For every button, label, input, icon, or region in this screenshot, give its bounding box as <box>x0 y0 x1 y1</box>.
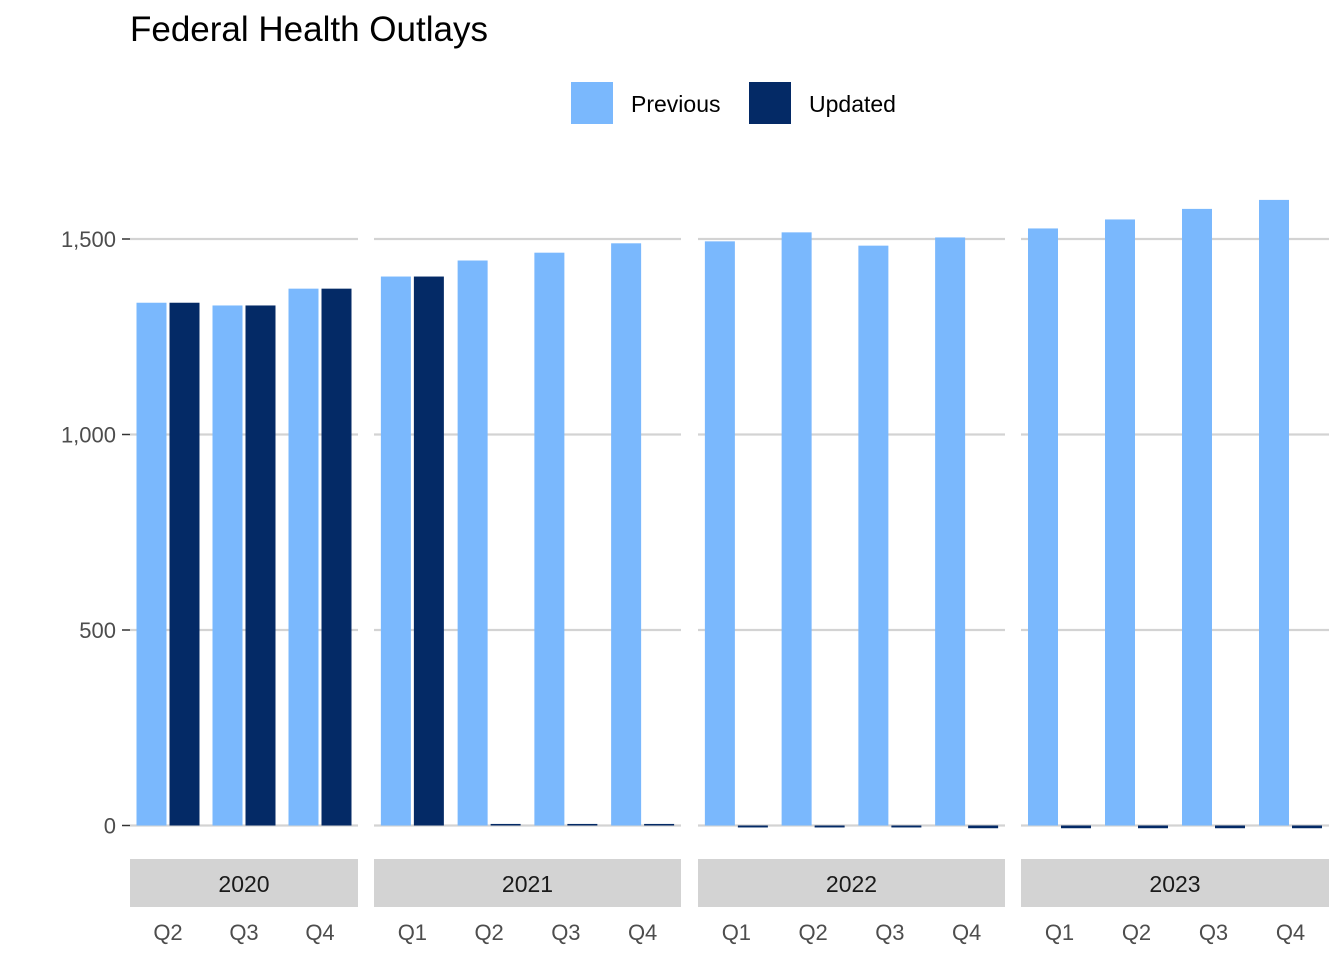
x-tick-label: Q4 <box>628 920 657 945</box>
bar-previous-2022-Q4 <box>935 237 966 826</box>
facet-strip <box>1021 859 1329 907</box>
bar-previous-2022-Q2 <box>781 232 812 826</box>
bar-updated-2023-Q3 <box>1215 825 1245 829</box>
bar-updated-2021-Q1 <box>413 276 444 826</box>
bar-previous-2020-Q2 <box>136 302 167 826</box>
bar-updated-2022-Q3 <box>891 825 922 828</box>
legend-label-updated: Updated <box>809 91 896 117</box>
bar-updated-2020-Q4 <box>321 288 352 826</box>
x-tick-label: Q4 <box>1276 920 1305 945</box>
bar-previous-2022-Q3 <box>858 245 889 826</box>
x-tick-label: Q4 <box>952 920 981 945</box>
legend: Previous Updated <box>571 82 896 124</box>
x-tick-label: Q1 <box>722 920 751 945</box>
y-tick-label: 1,500 <box>61 227 116 252</box>
bar-updated-2022-Q4 <box>968 825 999 829</box>
bar-previous-2023-Q1 <box>1028 228 1058 826</box>
x-tick-label: Q2 <box>474 920 503 945</box>
facet-strip <box>698 859 1005 907</box>
bar-updated-2023-Q2 <box>1138 825 1168 829</box>
legend-label-previous: Previous <box>631 91 720 117</box>
x-tick-label: Q3 <box>1199 920 1228 945</box>
bar-previous-2023-Q3 <box>1182 208 1212 826</box>
y-axis: 0 500 1,000 1,500 <box>61 227 130 839</box>
y-tick-label: 1,000 <box>61 423 116 448</box>
bar-updated-2022-Q1 <box>737 825 768 828</box>
facet-strip-label: 2023 <box>1149 871 1200 897</box>
x-tick-label: Q4 <box>305 920 334 945</box>
facet-panel-2023: Q1 Q2 Q3 Q4 2023 <box>1021 199 1329 945</box>
legend-key-updated <box>749 82 791 124</box>
bar-updated-2021-Q3 <box>567 823 598 826</box>
bar-previous-2023-Q2 <box>1105 219 1135 826</box>
x-tick-label: Q3 <box>875 920 904 945</box>
bar-previous-2020-Q4 <box>288 288 319 826</box>
facet-strip-label: 2022 <box>826 871 877 897</box>
bar-updated-2020-Q2 <box>169 302 200 826</box>
bar-updated-2021-Q2 <box>490 823 521 826</box>
bar-previous-2020-Q3 <box>212 305 243 826</box>
x-tick-label: Q1 <box>1045 920 1074 945</box>
facet-panel-2020: Q2 Q3 Q4 2020 <box>130 237 358 945</box>
facet-panels: Q2 Q3 Q4 2020 Q1 Q2 Q3 Q4 2021 Q1 Q2 Q3 Q4 2022 Q1 Q2 Q3… <box>130 199 1329 945</box>
x-tick-label: Q2 <box>1122 920 1151 945</box>
facet-panel-2022: Q1 Q2 Q3 Q4 2022 <box>698 232 1005 945</box>
facet-strip-label: 2021 <box>502 871 553 897</box>
facet-panel-2021: Q1 Q2 Q3 Q4 2021 <box>374 237 681 945</box>
bar-previous-2021-Q1 <box>380 276 411 826</box>
x-tick-label: Q1 <box>398 920 427 945</box>
bar-previous-2021-Q2 <box>457 260 488 826</box>
facet-strip-label: 2020 <box>218 871 269 897</box>
bar-previous-2023-Q4 <box>1259 199 1289 826</box>
facet-strip <box>374 859 681 907</box>
x-tick-label: Q2 <box>153 920 182 945</box>
bar-updated-2021-Q4 <box>644 823 675 826</box>
x-tick-label: Q2 <box>798 920 827 945</box>
bar-previous-2021-Q3 <box>534 252 565 826</box>
bar-previous-2022-Q1 <box>704 241 735 826</box>
bar-updated-2020-Q3 <box>245 305 276 826</box>
x-tick-label: Q3 <box>551 920 580 945</box>
y-tick-label: 500 <box>79 618 116 643</box>
y-tick-label: 0 <box>104 814 116 839</box>
bar-previous-2021-Q4 <box>611 243 642 826</box>
legend-key-previous <box>571 82 613 124</box>
bar-updated-2022-Q2 <box>814 825 845 828</box>
facet-strip <box>130 859 358 907</box>
x-tick-label: Q3 <box>229 920 258 945</box>
bar-updated-2023-Q4 <box>1292 825 1322 829</box>
chart-title: Federal Health Outlays <box>130 10 488 49</box>
bar-updated-2023-Q1 <box>1061 825 1091 829</box>
